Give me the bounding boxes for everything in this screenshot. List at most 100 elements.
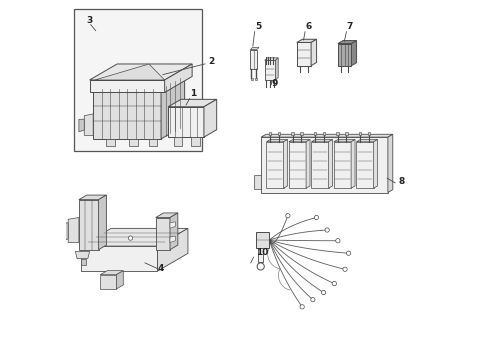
Bar bbox=[256, 232, 270, 248]
Bar bbox=[314, 132, 317, 135]
Circle shape bbox=[343, 267, 347, 271]
Circle shape bbox=[325, 228, 329, 232]
Bar bbox=[322, 132, 325, 135]
Polygon shape bbox=[79, 119, 84, 132]
Polygon shape bbox=[81, 228, 188, 246]
Polygon shape bbox=[284, 139, 288, 188]
Polygon shape bbox=[170, 236, 175, 243]
Polygon shape bbox=[157, 228, 188, 271]
Polygon shape bbox=[275, 58, 278, 80]
Polygon shape bbox=[338, 41, 357, 44]
Polygon shape bbox=[148, 139, 157, 146]
Polygon shape bbox=[351, 41, 357, 66]
Polygon shape bbox=[106, 139, 115, 146]
Polygon shape bbox=[351, 139, 355, 188]
Bar bbox=[336, 132, 339, 135]
Polygon shape bbox=[267, 139, 288, 142]
Polygon shape bbox=[161, 75, 185, 139]
Polygon shape bbox=[93, 89, 161, 139]
Circle shape bbox=[286, 213, 290, 218]
Polygon shape bbox=[100, 275, 117, 289]
Text: 10: 10 bbox=[256, 248, 268, 257]
Polygon shape bbox=[173, 137, 182, 146]
Text: 8: 8 bbox=[398, 176, 405, 185]
Polygon shape bbox=[81, 258, 86, 265]
Polygon shape bbox=[250, 48, 259, 50]
Polygon shape bbox=[338, 44, 351, 66]
Polygon shape bbox=[129, 139, 138, 146]
Polygon shape bbox=[289, 142, 306, 188]
Text: 1: 1 bbox=[190, 89, 196, 98]
Polygon shape bbox=[170, 222, 175, 228]
Text: 2: 2 bbox=[209, 57, 215, 66]
Polygon shape bbox=[117, 271, 123, 289]
Bar bbox=[291, 132, 294, 135]
Polygon shape bbox=[297, 39, 317, 42]
Polygon shape bbox=[289, 139, 310, 142]
Text: 5: 5 bbox=[256, 22, 262, 31]
Polygon shape bbox=[329, 139, 333, 188]
Text: 4: 4 bbox=[157, 264, 164, 273]
Polygon shape bbox=[250, 50, 257, 69]
Polygon shape bbox=[61, 223, 68, 241]
Polygon shape bbox=[261, 137, 388, 193]
Circle shape bbox=[332, 282, 337, 286]
Text: 6: 6 bbox=[306, 22, 312, 31]
Polygon shape bbox=[100, 271, 123, 275]
Polygon shape bbox=[265, 58, 278, 60]
Polygon shape bbox=[204, 99, 217, 137]
Polygon shape bbox=[356, 139, 377, 142]
Polygon shape bbox=[267, 142, 284, 188]
Circle shape bbox=[321, 291, 326, 295]
Circle shape bbox=[346, 251, 351, 255]
Polygon shape bbox=[170, 213, 178, 249]
Polygon shape bbox=[84, 114, 93, 135]
Polygon shape bbox=[79, 195, 106, 200]
Polygon shape bbox=[98, 195, 106, 249]
Bar bbox=[368, 132, 370, 135]
Circle shape bbox=[336, 239, 340, 243]
Polygon shape bbox=[255, 78, 257, 80]
Polygon shape bbox=[165, 64, 192, 93]
Text: 3: 3 bbox=[86, 16, 92, 25]
Bar bbox=[359, 132, 362, 135]
Polygon shape bbox=[334, 142, 351, 188]
Polygon shape bbox=[356, 142, 373, 188]
Polygon shape bbox=[312, 139, 333, 142]
Polygon shape bbox=[168, 99, 217, 107]
Polygon shape bbox=[265, 60, 275, 80]
Polygon shape bbox=[90, 80, 165, 93]
Circle shape bbox=[128, 236, 133, 240]
Circle shape bbox=[311, 297, 315, 302]
Polygon shape bbox=[312, 142, 329, 188]
Polygon shape bbox=[156, 217, 170, 249]
Polygon shape bbox=[261, 134, 393, 137]
Polygon shape bbox=[311, 39, 317, 66]
Bar bbox=[74, 9, 202, 152]
Polygon shape bbox=[334, 139, 355, 142]
Polygon shape bbox=[93, 75, 185, 89]
Polygon shape bbox=[373, 139, 377, 188]
Circle shape bbox=[314, 215, 319, 220]
Circle shape bbox=[257, 263, 264, 270]
Bar bbox=[345, 132, 348, 135]
Polygon shape bbox=[388, 134, 393, 193]
Bar bbox=[300, 132, 303, 135]
Polygon shape bbox=[297, 42, 311, 66]
Polygon shape bbox=[254, 175, 261, 189]
Text: 9: 9 bbox=[272, 80, 278, 89]
Polygon shape bbox=[79, 200, 98, 249]
Polygon shape bbox=[68, 217, 79, 243]
Polygon shape bbox=[75, 251, 90, 258]
Polygon shape bbox=[168, 107, 204, 137]
Text: 7: 7 bbox=[347, 22, 353, 31]
Polygon shape bbox=[192, 137, 200, 146]
Polygon shape bbox=[81, 246, 157, 271]
Polygon shape bbox=[156, 213, 178, 217]
Polygon shape bbox=[90, 64, 192, 80]
Circle shape bbox=[300, 305, 304, 309]
Bar bbox=[277, 132, 280, 135]
Bar bbox=[269, 132, 271, 135]
Polygon shape bbox=[95, 64, 165, 80]
Bar bbox=[258, 248, 263, 262]
